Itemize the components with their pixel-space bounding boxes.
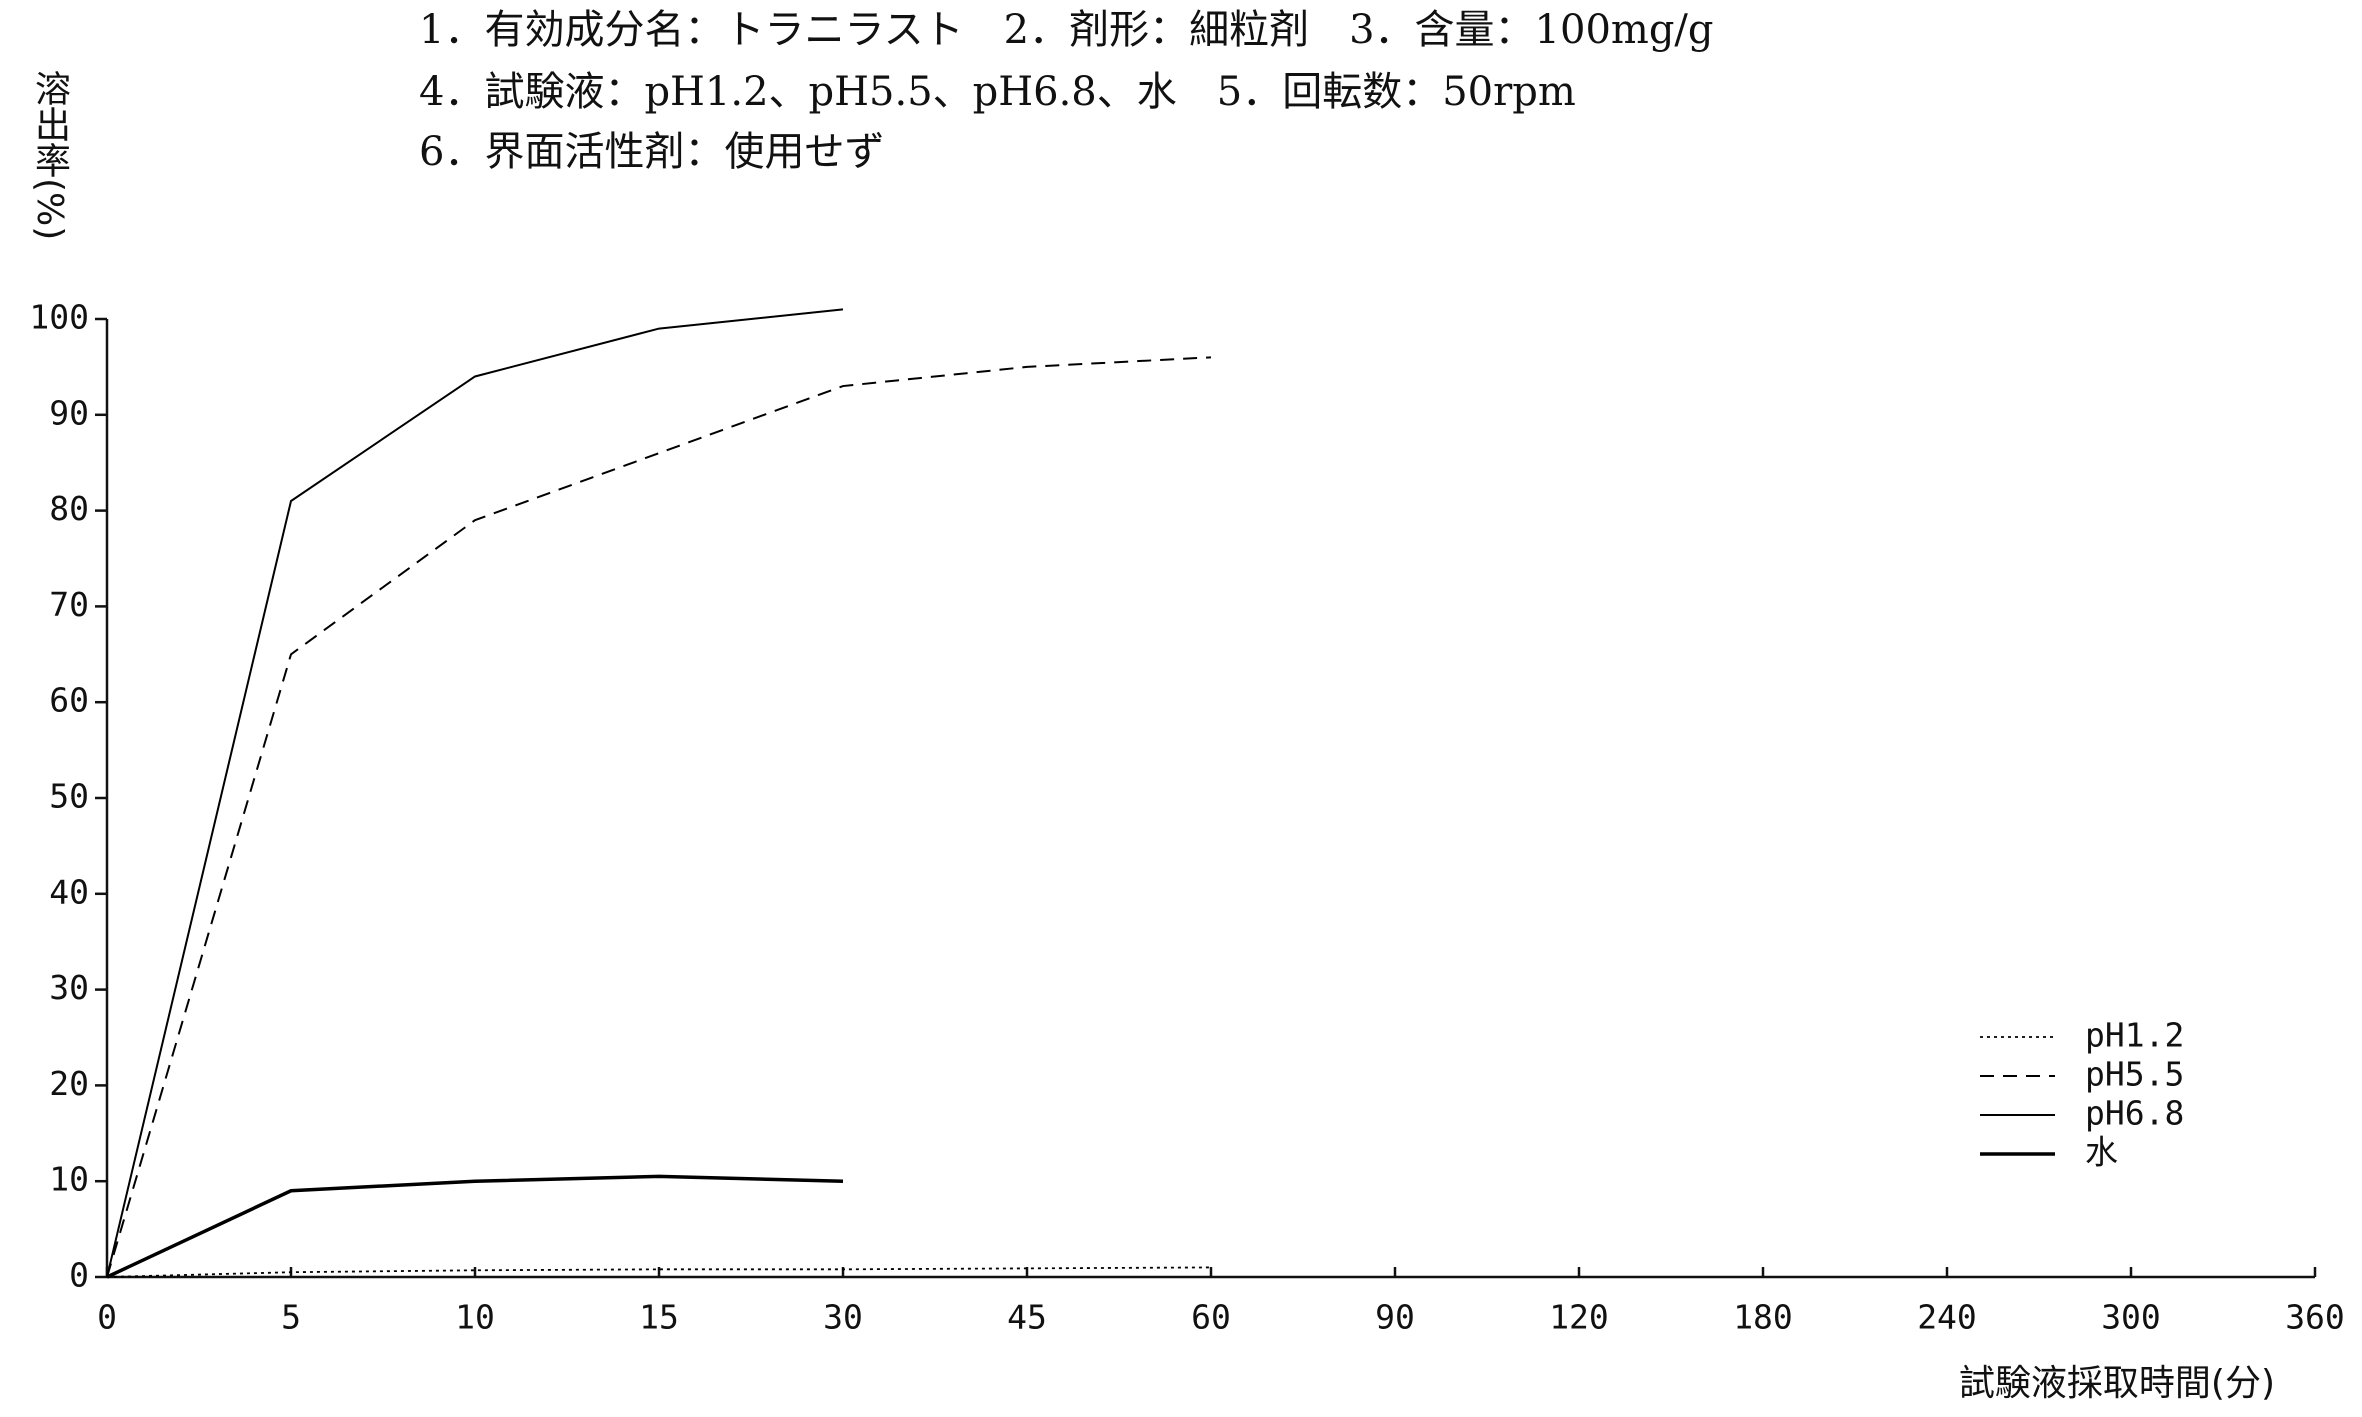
x-tick-label: 45 xyxy=(1007,1298,1047,1337)
x-axis-label: 試験液採取時間(分) xyxy=(1959,1363,2275,1404)
x-tick-label: 120 xyxy=(1549,1298,1609,1337)
x-tick-label: 180 xyxy=(1733,1298,1793,1337)
y-tick-label: 50 xyxy=(49,777,89,816)
x-tick-label: 5 xyxy=(281,1298,301,1337)
y-tick-label: 20 xyxy=(49,1064,89,1103)
y-tick-label: 10 xyxy=(49,1160,89,1199)
y-tick-label: 80 xyxy=(49,489,89,528)
legend-label: pH6.8 xyxy=(2085,1094,2184,1133)
y-tick-label: 0 xyxy=(69,1256,89,1295)
series-line xyxy=(106,1174,844,1279)
y-tick-label: 60 xyxy=(49,681,89,720)
series-line xyxy=(106,1266,1212,1278)
note: 6．界面活性剤：使用せず xyxy=(419,129,884,175)
legend-label: pH5.5 xyxy=(2085,1055,2184,1094)
x-tick-label: 0 xyxy=(97,1298,117,1337)
legend-label: 水 xyxy=(2085,1133,2118,1172)
x-tick-label: 300 xyxy=(2101,1298,2161,1337)
y-tick-label: 100 xyxy=(29,298,89,337)
series-line xyxy=(106,308,844,1278)
y-tick-label: 90 xyxy=(49,393,89,432)
series-line xyxy=(106,356,1212,1278)
x-tick-label: 10 xyxy=(455,1298,495,1337)
y-tick-label: 30 xyxy=(49,968,89,1007)
y-axis-label: 溶出率(%) xyxy=(29,70,70,241)
legend-label: pH1.2 xyxy=(2085,1016,2184,1055)
x-tick-label: 30 xyxy=(823,1298,863,1337)
note: 1．有効成分名：トラニラスト 2．剤形：細粒剤 3．含量：100mg/g xyxy=(419,7,1714,53)
x-tick-label: 240 xyxy=(1917,1298,1977,1337)
x-tick-label: 90 xyxy=(1375,1298,1415,1337)
x-tick-label: 15 xyxy=(639,1298,679,1337)
y-tick-label: 70 xyxy=(49,585,89,624)
x-tick-label: 60 xyxy=(1191,1298,1231,1337)
y-tick-label: 40 xyxy=(49,872,89,911)
x-tick-label: 360 xyxy=(2285,1298,2345,1337)
note: 4．試験液：pH1.2、pH5.5、pH6.8、水 5．回転数：50rpm xyxy=(419,69,1576,115)
